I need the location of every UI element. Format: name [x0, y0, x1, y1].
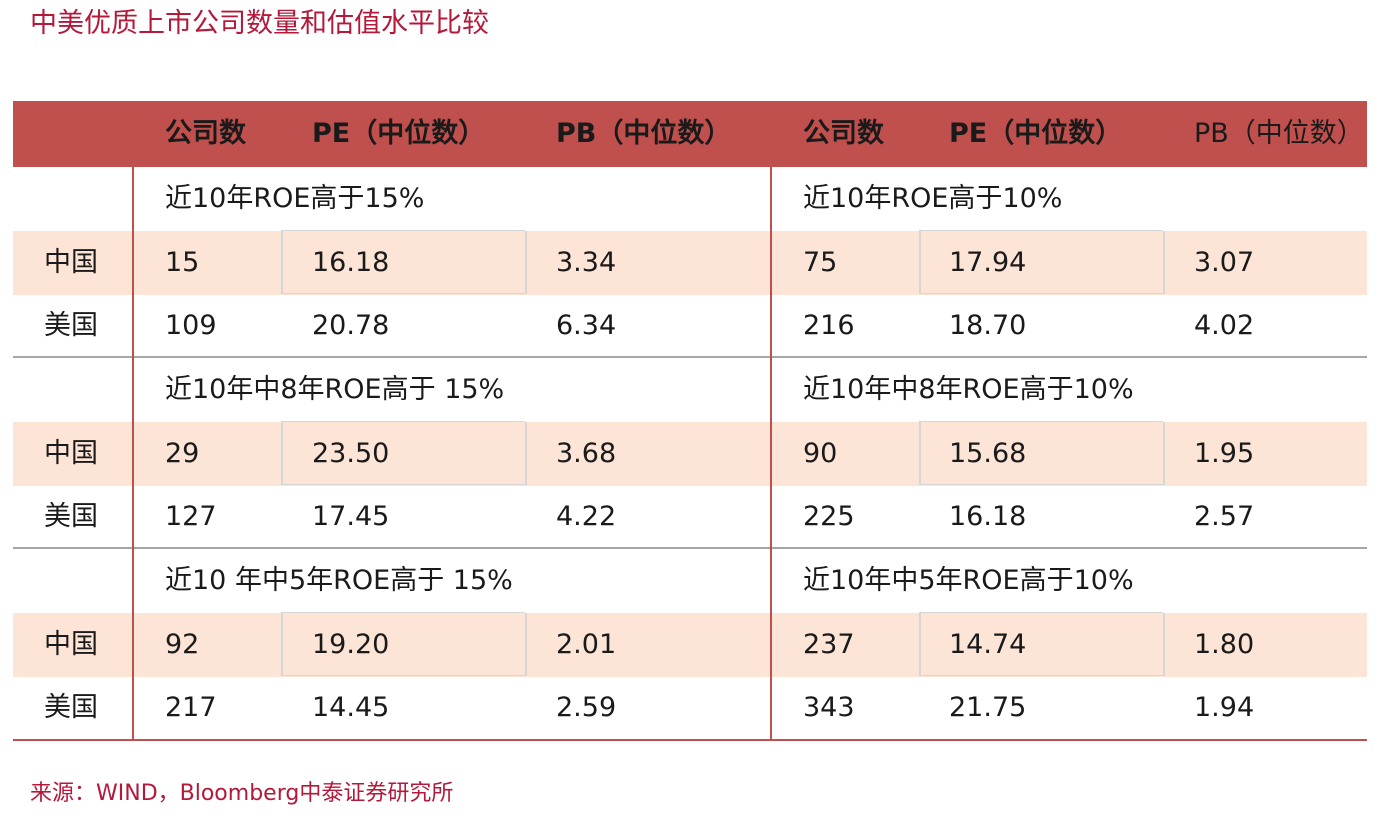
vertical-rule [132, 167, 134, 741]
table-cell: 90 [803, 438, 838, 469]
cell-divider [1163, 613, 1165, 676]
row-label: 中国 [44, 438, 98, 469]
cell-divider [919, 613, 921, 676]
table-cell: 75 [803, 247, 838, 278]
cell-divider [919, 675, 1163, 676]
table-cell: 225 [803, 501, 855, 532]
table-cell: 127 [165, 501, 217, 532]
table-row [13, 613, 1367, 677]
header-pe-left: PE（中位数） [312, 118, 486, 149]
table-cell: 18.70 [949, 310, 1027, 341]
cell-divider [919, 293, 1163, 294]
header-pe-right: PE（中位数） [949, 118, 1123, 149]
table-cell: 237 [803, 629, 855, 660]
cell-divider [281, 293, 525, 294]
section-title-left: 近10年ROE高于15% [165, 183, 425, 214]
table-cell: 1.80 [1194, 629, 1255, 660]
cell-divider [281, 231, 283, 294]
comparison-table: 公司数 PE（中位数） PB（中位数） 公司数 PE（中位数） PB（中位数） … [13, 101, 1367, 741]
row-label: 美国 [44, 310, 98, 341]
table-cell: 6.34 [556, 310, 617, 341]
table-cell: 3.07 [1194, 247, 1255, 278]
table-cell: 14.74 [949, 629, 1027, 660]
table-cell: 216 [803, 310, 855, 341]
row-label: 中国 [44, 629, 98, 660]
cell-divider [281, 613, 283, 676]
table-cell: 1.95 [1194, 438, 1255, 469]
section-title-left: 近10年中8年ROE高于 15% [165, 374, 505, 405]
table-cell: 217 [165, 692, 217, 723]
table-row [13, 422, 1367, 486]
cell-divider [919, 484, 1163, 485]
table-cell: 1.94 [1194, 692, 1255, 723]
cell-divider [1163, 231, 1165, 294]
section-title-left: 近10 年中5年ROE高于 15% [165, 565, 513, 596]
row-label: 中国 [44, 247, 98, 278]
cell-divider [281, 230, 525, 231]
section-title-right: 近10年中8年ROE高于10% [803, 374, 1134, 405]
table-cell: 14.45 [312, 692, 390, 723]
table-cell: 23.50 [312, 438, 390, 469]
cell-divider [919, 421, 1163, 422]
table-cell: 17.94 [949, 247, 1027, 278]
table-cell: 109 [165, 310, 217, 341]
table-row [13, 231, 1367, 295]
table-cell: 16.18 [312, 247, 390, 278]
table-cell: 2.57 [1194, 501, 1255, 532]
table-cell: 4.02 [1194, 310, 1255, 341]
table-cell: 3.34 [556, 247, 617, 278]
table-cell: 3.68 [556, 438, 617, 469]
table-cell: 19.20 [312, 629, 390, 660]
row-label: 美国 [44, 501, 98, 532]
table-cell: 29 [165, 438, 200, 469]
table-cell: 2.01 [556, 629, 617, 660]
cell-divider [919, 612, 1163, 613]
table-cell: 15 [165, 247, 200, 278]
table-cell: 20.78 [312, 310, 390, 341]
cell-divider [919, 231, 921, 294]
table-cell: 16.18 [949, 501, 1027, 532]
table-cell: 2.59 [556, 692, 617, 723]
row-label: 美国 [44, 692, 98, 723]
cell-divider [281, 484, 525, 485]
bottom-rule [13, 739, 1367, 741]
cell-divider [525, 613, 527, 676]
table-cell: 92 [165, 629, 200, 660]
page-title: 中美优质上市公司数量和估值水平比较 [30, 8, 489, 39]
section-title-right: 近10年中5年ROE高于10% [803, 565, 1134, 596]
cell-divider [1163, 422, 1165, 485]
table-cell: 4.22 [556, 501, 617, 532]
header-company-count-right: 公司数 [803, 118, 884, 149]
vertical-rule [770, 167, 772, 741]
cell-divider [919, 230, 1163, 231]
cell-divider [281, 612, 525, 613]
table-cell: 21.75 [949, 692, 1027, 723]
table-header: 公司数 PE（中位数） PB（中位数） 公司数 PE（中位数） PB（中位数） [13, 101, 1367, 167]
table-cell: 15.68 [949, 438, 1027, 469]
section-title-right: 近10年ROE高于10% [803, 183, 1063, 214]
section-divider [13, 356, 1367, 358]
header-pb-left: PB（中位数） [556, 118, 732, 149]
table-cell: 343 [803, 692, 855, 723]
header-company-count-left: 公司数 [165, 118, 246, 149]
cell-divider [281, 675, 525, 676]
cell-divider [281, 422, 283, 485]
source-note: 来源：WIND，Bloomberg中泰证券研究所 [30, 781, 454, 806]
section-divider [13, 547, 1367, 549]
cell-divider [919, 422, 921, 485]
cell-divider [525, 422, 527, 485]
cell-divider [281, 421, 525, 422]
table-cell: 17.45 [312, 501, 390, 532]
header-pb-right: PB（中位数） [1194, 118, 1364, 149]
cell-divider [525, 231, 527, 294]
